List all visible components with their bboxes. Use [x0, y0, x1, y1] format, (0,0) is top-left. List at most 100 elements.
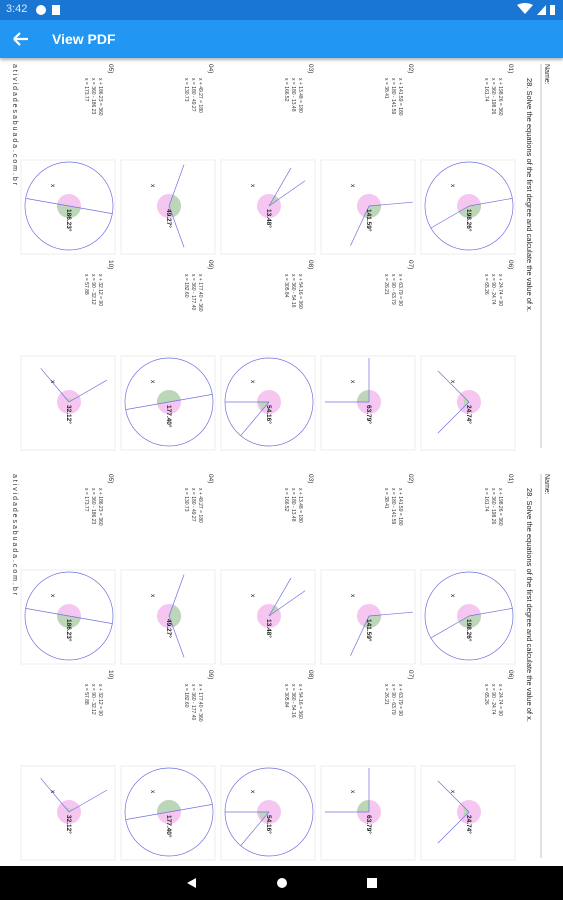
- x-label: x: [149, 380, 156, 384]
- diagram-ray: [268, 167, 292, 207]
- diagram-frame: [20, 569, 116, 665]
- back-button[interactable]: [6, 20, 36, 58]
- diagram-circle: [424, 161, 514, 251]
- equation-line: x = 65.26: [483, 274, 489, 295]
- angle-arc: [169, 604, 181, 628]
- problem-label: 09): [207, 260, 214, 269]
- diagram-ray: [168, 394, 213, 403]
- diagram-ray: [468, 198, 513, 207]
- angle-arc: [257, 812, 269, 822]
- equation-line: x + 54.16 = 360: [297, 684, 303, 719]
- angle-label: 49.27°: [165, 209, 173, 228]
- nav-back[interactable]: [187, 878, 196, 888]
- angle-arc: [269, 195, 279, 206]
- equation-line: x + 24.74 = 90: [497, 684, 503, 716]
- equation-line: x = 360 - 177.40: [190, 274, 196, 310]
- diagram-ray: [68, 789, 108, 813]
- equation-line: x + 198.26 = 360: [497, 488, 503, 526]
- equation-line: x = 166.52: [283, 488, 289, 512]
- diagram-ray: [468, 608, 513, 617]
- angle-label: 32.12°: [65, 405, 73, 424]
- diagram-frame: [20, 159, 116, 255]
- equation-line: x + 49.27 = 180: [197, 488, 203, 523]
- problem-label: 01): [507, 64, 514, 73]
- x-label: x: [249, 380, 256, 384]
- equation-line: x + 186.23 = 360: [97, 488, 103, 526]
- angle-label: 32.12°: [65, 815, 73, 834]
- equation-line: x = 182.60: [183, 684, 189, 708]
- angle-label: 24.74°: [465, 405, 473, 424]
- angle-label: 141.59°: [365, 619, 373, 642]
- angle-arc: [460, 803, 469, 821]
- diagram-ray: [268, 590, 306, 617]
- diagram-circle: [24, 571, 114, 661]
- angle-arc: [61, 802, 80, 812]
- diagram-frame: [20, 355, 116, 451]
- page-content: Name: 28. Solve the equations of the firs…: [11, 64, 550, 451]
- equation-line: x = 173.77: [83, 78, 89, 102]
- angle-label: 177.40°: [165, 405, 173, 428]
- wifi-icon: [517, 3, 533, 14]
- diagram-ray: [350, 205, 370, 247]
- page-content: Name: 28. Solve the equations of the firs…: [11, 474, 550, 861]
- worksheet-title: 28. Solve the equations of the first deg…: [525, 78, 534, 312]
- angle-arc: [157, 390, 181, 405]
- diagram-frame: [120, 569, 216, 665]
- diagram-ray: [268, 577, 292, 617]
- diagram-ray: [368, 611, 413, 617]
- problem-label: 02): [407, 64, 414, 73]
- equation-line: x = 57.88: [83, 274, 89, 295]
- diagram-ray: [240, 401, 270, 436]
- diagram-ray: [68, 615, 113, 624]
- angle-arc: [458, 613, 481, 628]
- angle-label: 13.48°: [265, 209, 273, 228]
- x-label: x: [149, 594, 156, 598]
- diagram-ray: [437, 401, 470, 434]
- diagram-frame: [220, 765, 316, 861]
- x-label: x: [249, 594, 256, 598]
- nav-recents[interactable]: [367, 878, 377, 888]
- equation-line: x = 180 - 49.27: [190, 488, 196, 522]
- problem-label: 05): [107, 474, 114, 483]
- equation-line: x = 130.73: [183, 78, 189, 102]
- x-label: x: [449, 184, 456, 188]
- diagram-ray: [168, 574, 185, 617]
- equation-line: x = 90 - 24.74: [490, 274, 496, 305]
- equation-line: x + 54.16 = 360: [297, 274, 303, 309]
- problem-label: 05): [107, 64, 114, 73]
- diagram-circle: [24, 161, 114, 251]
- diagram-frame: [220, 569, 316, 665]
- diagram-ray: [430, 615, 470, 639]
- equation-line: x = 130.73: [183, 488, 189, 512]
- problem-label: 02): [407, 474, 414, 483]
- status-icons: [36, 3, 555, 15]
- diagram-ray: [437, 370, 470, 403]
- angle-arc: [458, 203, 481, 218]
- equation-line: x = 180 - 141.59: [390, 78, 396, 114]
- diagram-frame: [220, 355, 316, 451]
- equation-line: x = 360 - 198.26: [490, 78, 496, 114]
- problem-label: 03): [307, 64, 314, 73]
- diagram-ray: [268, 180, 306, 207]
- equation-line: x = 26.21: [383, 274, 389, 295]
- nav-home[interactable]: [277, 878, 287, 888]
- equation-line: x = 57.88: [83, 684, 89, 705]
- equation-line: x + 141.59 = 180: [397, 78, 403, 116]
- x-label: x: [49, 594, 56, 598]
- angle-label: 13.48°: [265, 619, 273, 638]
- angle-arc: [57, 613, 81, 628]
- equation-line: x = 180 - 49.27: [190, 78, 196, 112]
- pdf-page: Name: 28. Solve the equations of the firs…: [11, 474, 550, 861]
- notification-icon: [36, 5, 46, 15]
- problem-label: 06): [507, 260, 514, 269]
- diagram-ray: [40, 778, 70, 813]
- x-label: x: [449, 380, 456, 384]
- x-label: x: [149, 790, 156, 794]
- equation-line: x = 305.84: [283, 684, 289, 708]
- diagram-frame: [320, 159, 416, 255]
- equation-line: x = 161.74: [483, 488, 489, 512]
- equation-line: x = 161.74: [483, 78, 489, 102]
- x-label: x: [249, 184, 256, 188]
- equation-line: x = 360 - 177.40: [190, 684, 196, 720]
- equation-line: x = 360 - 54.16: [290, 274, 296, 308]
